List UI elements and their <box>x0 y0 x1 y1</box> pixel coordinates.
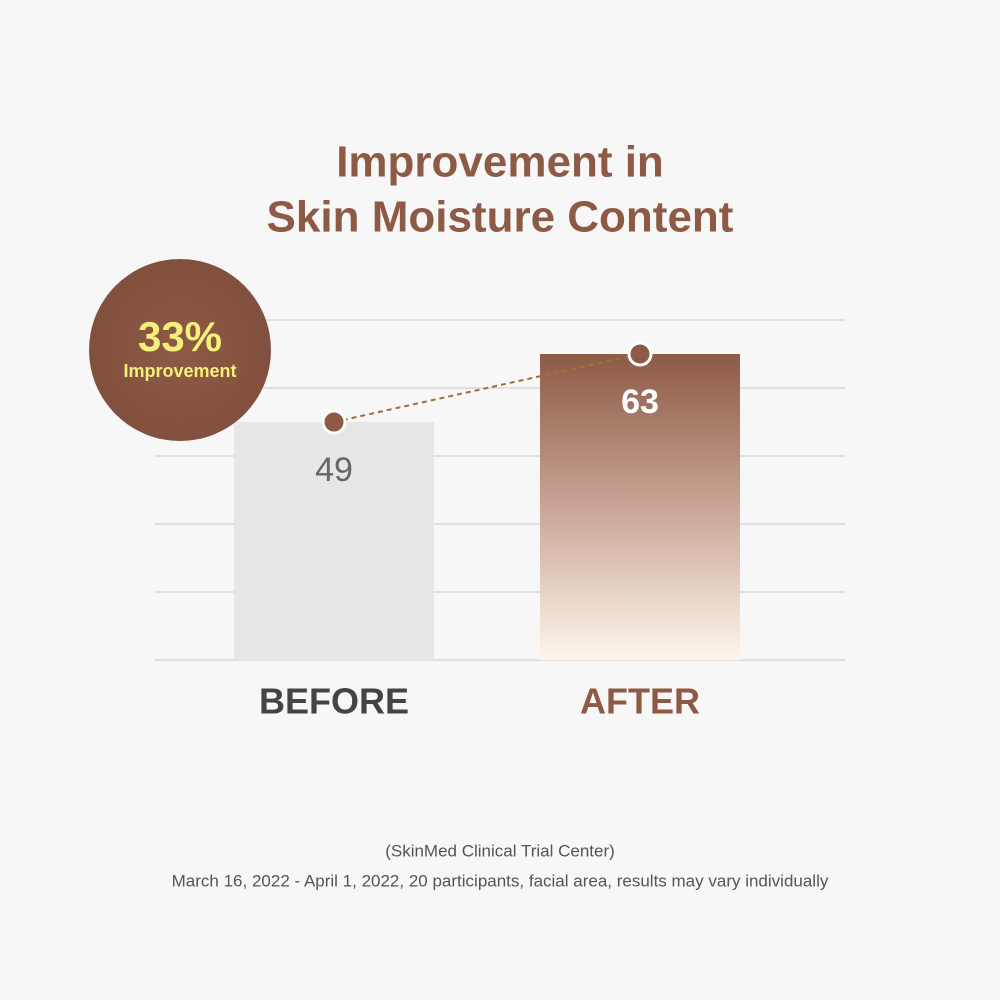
value-label: 49 <box>315 451 353 489</box>
x-tick-label: BEFORE <box>259 681 409 722</box>
annotation-headline: 33% <box>138 313 222 360</box>
footnote: March 16, 2022 - April 1, 2022, 20 parti… <box>172 871 829 890</box>
bar <box>234 422 434 660</box>
footnote: (SkinMed Clinical Trial Center) <box>385 841 615 860</box>
chart-title: Skin Moisture Content <box>267 193 734 242</box>
chart-title: Improvement in <box>336 138 664 187</box>
annotation-badge <box>89 259 271 441</box>
point <box>627 341 653 367</box>
trend-line <box>333 353 641 423</box>
value-label: 63 <box>621 383 659 421</box>
bar <box>540 354 740 660</box>
point <box>321 409 347 435</box>
annotation-text: Improvement <box>123 361 236 381</box>
x-tick-label: AFTER <box>580 681 700 722</box>
